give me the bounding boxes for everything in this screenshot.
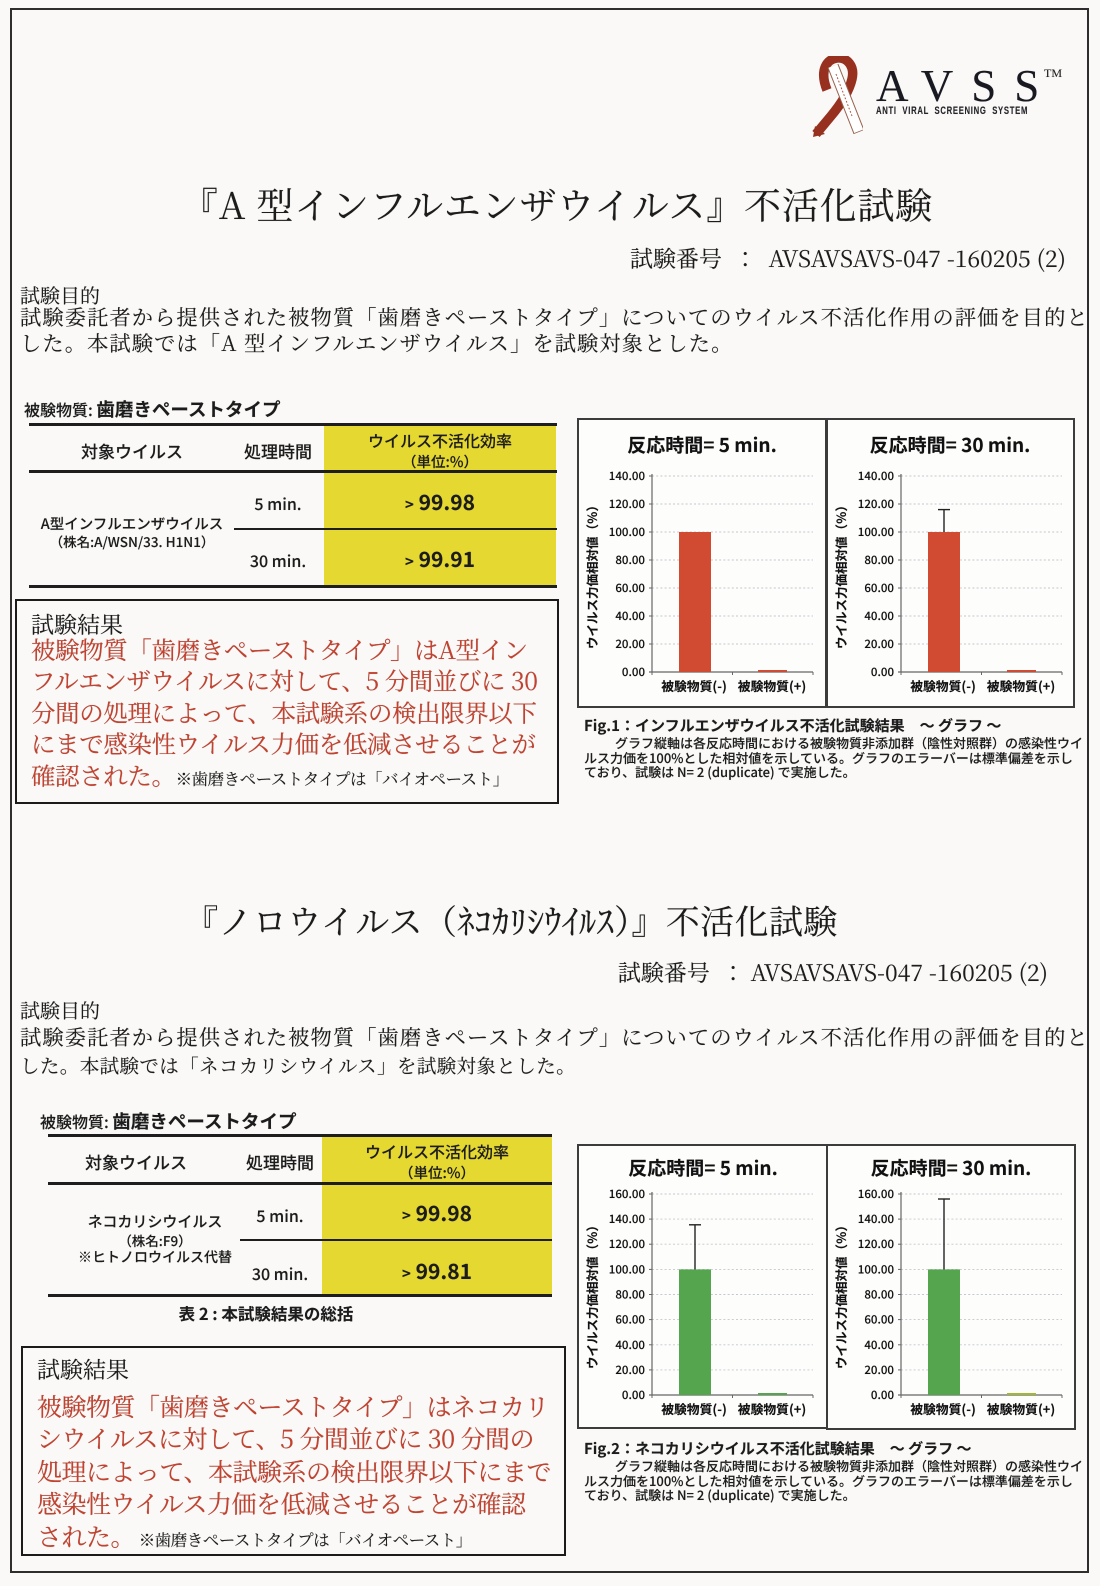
svg-text:反応時間= 5 min.: 反応時間= 5 min. [627, 431, 777, 458]
svg-text:160.00: 160.00 [609, 1186, 646, 1202]
svg-text:60.00: 60.00 [615, 1312, 645, 1328]
svg-text:100.00: 100.00 [609, 1261, 646, 1277]
svg-text:40.00: 40.00 [615, 1337, 645, 1353]
svg-text:被験物質(+): 被験物質(+) [738, 1399, 806, 1418]
svg-text:140.00: 140.00 [609, 468, 646, 484]
svg-text:被験物質(+): 被験物質(+) [738, 676, 806, 695]
svg-text:0.00: 0.00 [871, 1387, 895, 1403]
svg-text:20.00: 20.00 [864, 1362, 894, 1378]
svg-text:被験物質(-): 被験物質(-) [910, 1399, 976, 1418]
svg-text:20.00: 20.00 [615, 636, 645, 652]
svg-text:ウイルス力価相対値（％）: ウイルス力価相対値（％） [831, 499, 850, 649]
svg-text:60.00: 60.00 [615, 580, 645, 596]
svg-text:80.00: 80.00 [864, 552, 894, 568]
svg-text:20.00: 20.00 [864, 636, 894, 652]
svg-text:40.00: 40.00 [615, 608, 645, 624]
svg-text:反応時間= 30 min.: 反応時間= 30 min. [871, 1154, 1032, 1181]
svg-text:140.00: 140.00 [609, 1211, 646, 1227]
svg-text:140.00: 140.00 [858, 468, 895, 484]
svg-text:60.00: 60.00 [864, 580, 894, 596]
svg-text:0.00: 0.00 [622, 664, 646, 680]
svg-text:20.00: 20.00 [615, 1362, 645, 1378]
svg-text:ウイルス力価相対値（％）: ウイルス力価相対値（％） [582, 499, 601, 649]
svg-text:40.00: 40.00 [864, 608, 894, 624]
svg-text:反応時間= 5 min.: 反応時間= 5 min. [628, 1154, 778, 1181]
svg-text:被験物質(+): 被験物質(+) [987, 676, 1055, 695]
svg-text:120.00: 120.00 [609, 496, 646, 512]
svg-text:120.00: 120.00 [858, 496, 895, 512]
svg-text:ウイルス力価相対値（％）: ウイルス力価相対値（％） [582, 1219, 601, 1369]
svg-text:100.00: 100.00 [609, 524, 646, 540]
svg-text:100.00: 100.00 [858, 1261, 895, 1277]
svg-text:0.00: 0.00 [622, 1387, 646, 1403]
svg-text:60.00: 60.00 [864, 1312, 894, 1328]
svg-text:120.00: 120.00 [858, 1236, 895, 1252]
svg-text:140.00: 140.00 [858, 1211, 895, 1227]
svg-text:0.00: 0.00 [871, 664, 895, 680]
svg-text:反応時間= 30 min.: 反応時間= 30 min. [870, 431, 1031, 458]
svg-text:80.00: 80.00 [864, 1287, 894, 1303]
svg-text:100.00: 100.00 [858, 524, 895, 540]
svg-text:40.00: 40.00 [864, 1337, 894, 1353]
svg-text:被験物質(-): 被験物質(-) [661, 1399, 727, 1418]
svg-text:160.00: 160.00 [858, 1186, 895, 1202]
svg-text:120.00: 120.00 [609, 1236, 646, 1252]
svg-text:80.00: 80.00 [615, 1287, 645, 1303]
svg-text:被験物質(+): 被験物質(+) [987, 1399, 1055, 1418]
svg-text:80.00: 80.00 [615, 552, 645, 568]
svg-text:ウイルス力価相対値（％）: ウイルス力価相対値（％） [831, 1219, 850, 1369]
svg-text:被験物質(-): 被験物質(-) [910, 676, 976, 695]
svg-text:被験物質(-): 被験物質(-) [661, 676, 727, 695]
